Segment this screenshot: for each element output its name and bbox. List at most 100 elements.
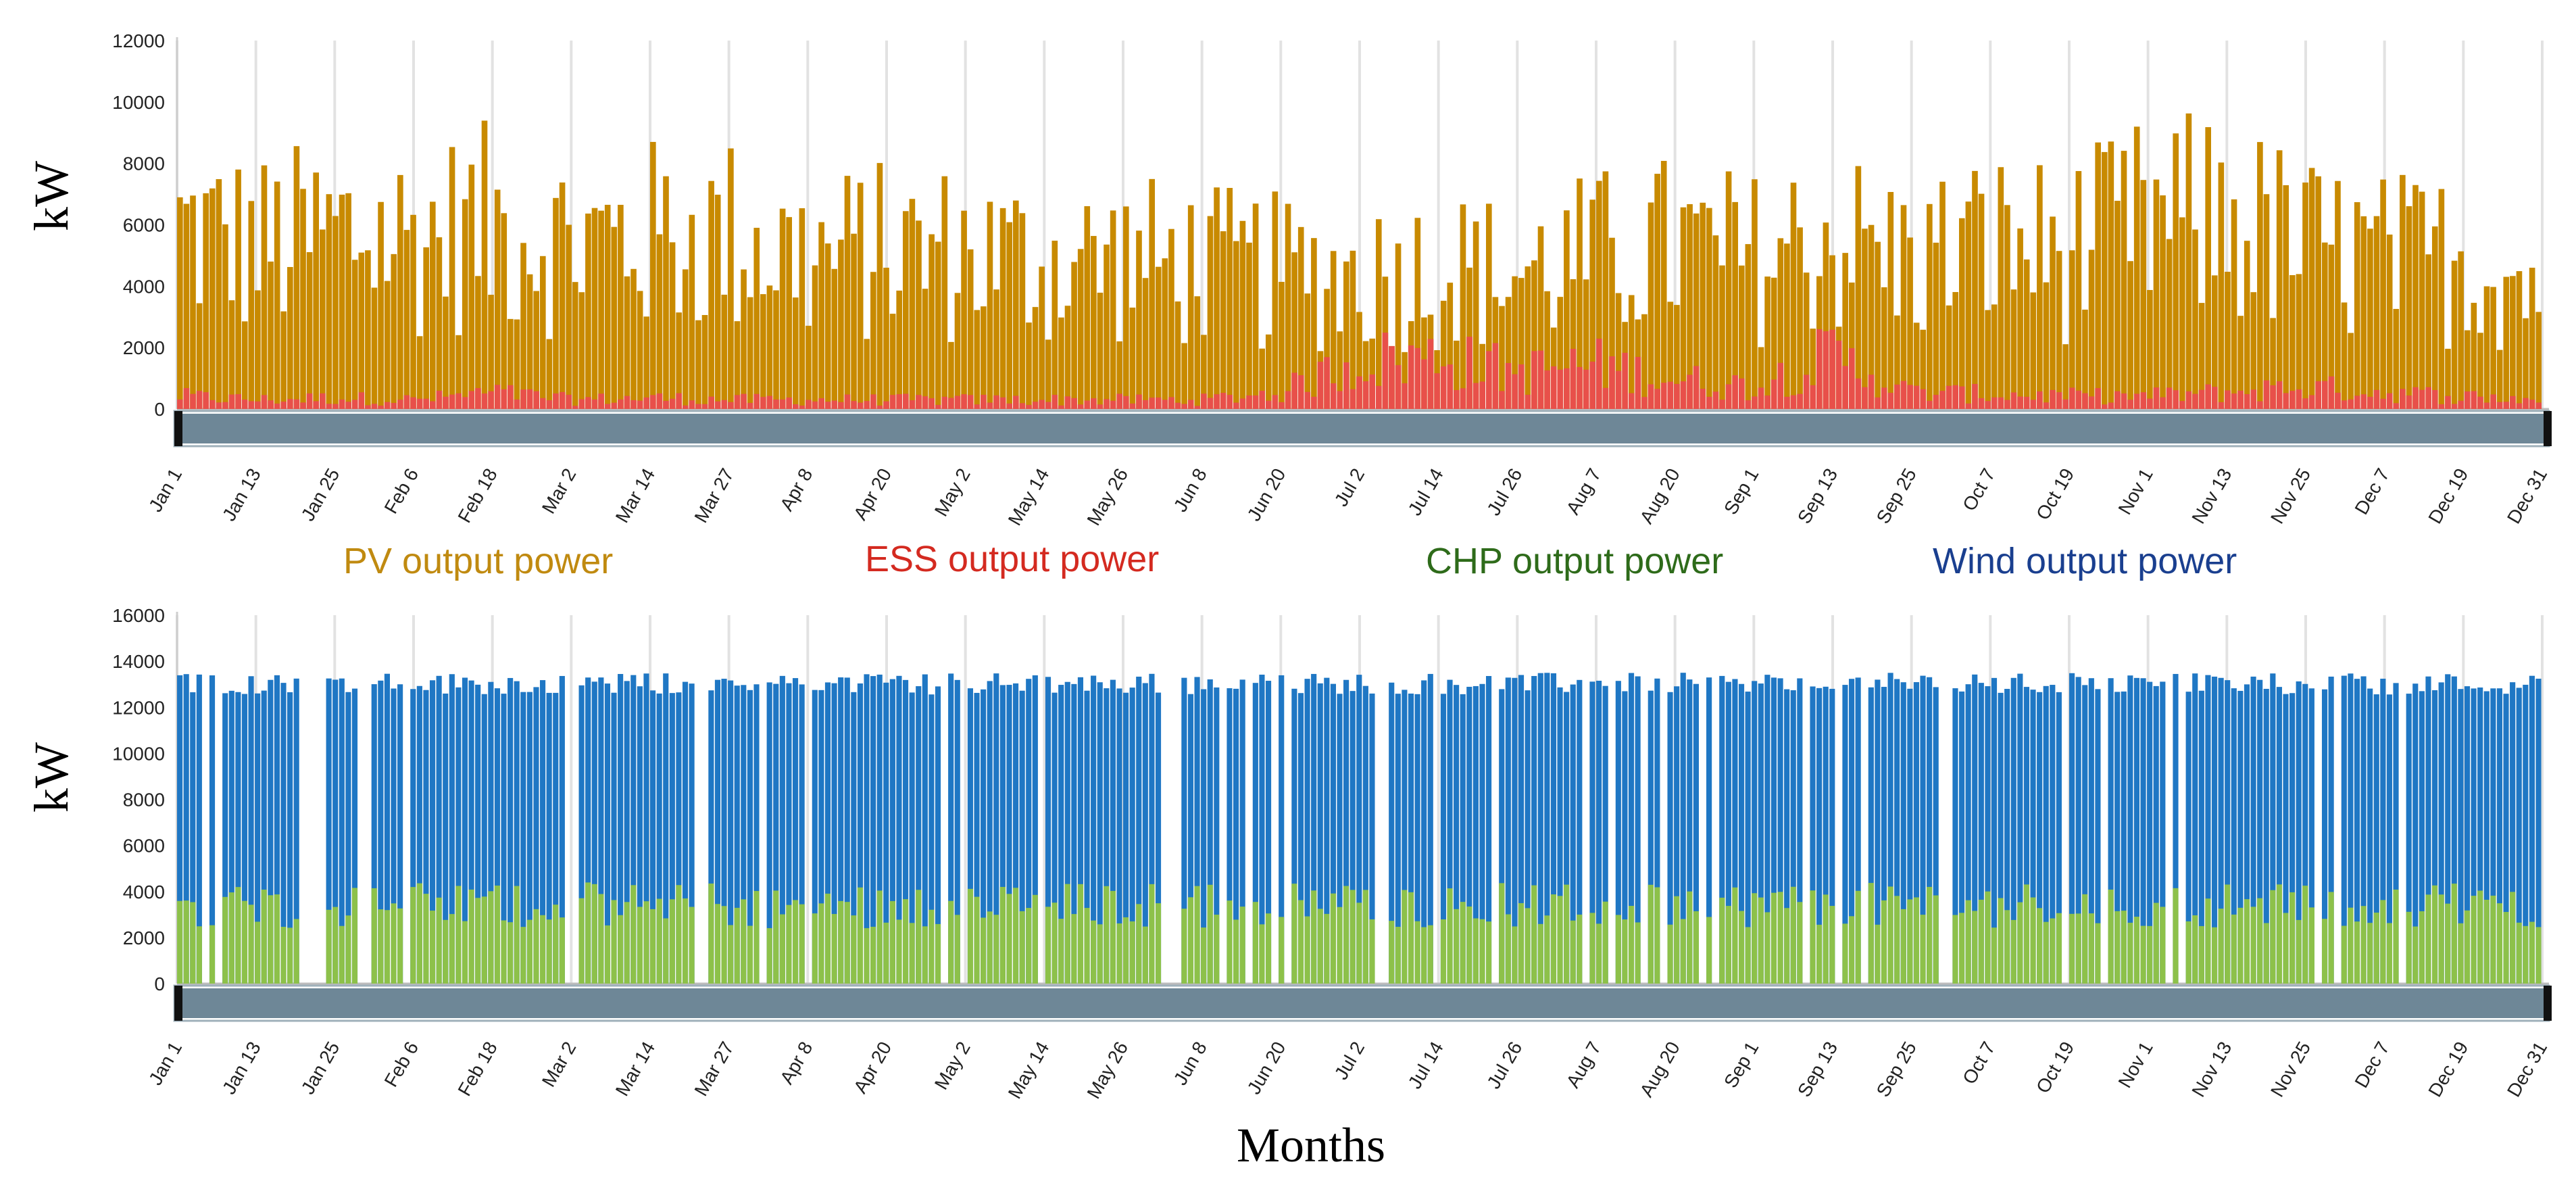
pv-bar [2406, 206, 2412, 409]
scrollbar-right-handle[interactable] [2544, 411, 2552, 446]
legend: PV output power ESS output power CHP out… [343, 539, 2237, 581]
wind-bar [1317, 683, 1323, 984]
chp-bar [1032, 894, 1038, 984]
ess-bar [1745, 400, 1752, 409]
ess-bar [1454, 390, 1460, 409]
scrollbar-top[interactable] [173, 410, 2552, 448]
ess-bar [663, 400, 669, 409]
pv-bar [1628, 295, 1635, 409]
ess-bar [824, 402, 831, 409]
pv-bar [1842, 253, 1849, 409]
wind-bar [2296, 681, 2302, 984]
pv-bar [306, 251, 313, 409]
x-tick-label: Apr 20 [849, 1038, 895, 1097]
wind-bar [1077, 677, 1084, 984]
ess-bar [2308, 395, 2315, 409]
chp-bar [475, 898, 481, 984]
scrollbar-right-handle[interactable] [2544, 986, 2552, 1021]
chp-bar [753, 891, 760, 984]
scrollbar-left-handle[interactable] [174, 986, 182, 1021]
ess-bar [2043, 402, 2050, 409]
pv-bar [2244, 241, 2250, 409]
pv-bar [462, 199, 468, 409]
wind-bar [1965, 684, 1971, 984]
pv-bar [987, 201, 993, 409]
chp-bar [462, 921, 468, 984]
ess-bar [449, 394, 455, 409]
chp-bar [1544, 915, 1550, 984]
ess-bar [1181, 404, 1187, 409]
pv-bar [2270, 318, 2276, 409]
x-tick-label: Sep 25 [1873, 1038, 1921, 1101]
chp-bar [1317, 909, 1323, 984]
wind-bar [2386, 694, 2393, 984]
pv-bar [2185, 113, 2192, 409]
ess-bar [993, 395, 999, 409]
x-tick-label: Sep 13 [1793, 1038, 1841, 1101]
x-tick-label: Aug 7 [1562, 465, 1605, 519]
ess-bar [494, 385, 501, 409]
scrollbar-thumb[interactable] [177, 414, 2546, 443]
pv-bar [916, 220, 922, 409]
scrollbar-bottom[interactable] [173, 984, 2552, 1022]
chp-bar [2037, 908, 2043, 984]
chp-bar [196, 926, 202, 984]
wind-bar [190, 692, 196, 984]
x-tick-label: May 26 [1083, 465, 1132, 529]
ess-bar [1097, 404, 1104, 409]
pv-bar [436, 237, 443, 409]
pv-bar [786, 217, 792, 409]
wind-bar [2056, 692, 2062, 984]
x-tick-label: May 2 [931, 1038, 974, 1094]
ess-bar [378, 405, 384, 409]
wind-bar [689, 683, 695, 984]
ess-bar [999, 397, 1006, 409]
chp-bar [1485, 921, 1492, 984]
wind-bar [643, 673, 649, 984]
chp-bar [1823, 894, 1829, 984]
chp-bar [2431, 885, 2438, 984]
chp-bar [1719, 897, 1725, 984]
wind-bar [1770, 677, 1777, 984]
wind-bar [1408, 693, 1414, 984]
chp-bar [1531, 885, 1537, 984]
ess-bar [585, 397, 591, 409]
wind-bar [967, 688, 974, 984]
wind-bar [2328, 676, 2334, 984]
ess-bar [1894, 384, 1900, 409]
ess-bar [468, 391, 475, 409]
scrollbar-thumb[interactable] [177, 988, 2546, 1018]
wind-bar [481, 694, 487, 984]
scrollbar-left-handle[interactable] [174, 411, 182, 446]
chp-bar [1842, 923, 1848, 984]
y-tick-label: 4000 [123, 276, 165, 297]
wind-bar [2095, 689, 2101, 984]
ess-bar [1485, 351, 1492, 409]
wind-bar [2406, 694, 2412, 984]
ess-bar [2192, 393, 2198, 409]
chp-bar [1362, 890, 1368, 984]
wind-bar [2431, 690, 2438, 984]
wind-bar [2173, 673, 2179, 984]
pv-bar [1823, 222, 1829, 409]
ess-bar [1402, 383, 1408, 409]
ess-bar [2412, 387, 2419, 409]
pv-bar [2225, 271, 2231, 409]
chp-bar [1512, 926, 1518, 984]
wind-bar [734, 685, 740, 984]
wind-bar [870, 676, 876, 984]
chp-bar [818, 903, 824, 984]
chp-bar [2211, 927, 2218, 984]
wind-bar [553, 692, 559, 984]
wind-bar [526, 692, 532, 984]
ess-bar [1460, 388, 1466, 409]
ess-bar [2471, 391, 2477, 409]
pv-bar [1933, 242, 1939, 409]
chp-bar [546, 919, 552, 984]
chp-bar [2529, 921, 2535, 984]
pv-bar [1454, 340, 1460, 409]
chp-bar [1570, 920, 1576, 984]
chp-bar [766, 927, 772, 984]
pv-bar [753, 227, 760, 409]
pv-bar [2477, 333, 2483, 409]
